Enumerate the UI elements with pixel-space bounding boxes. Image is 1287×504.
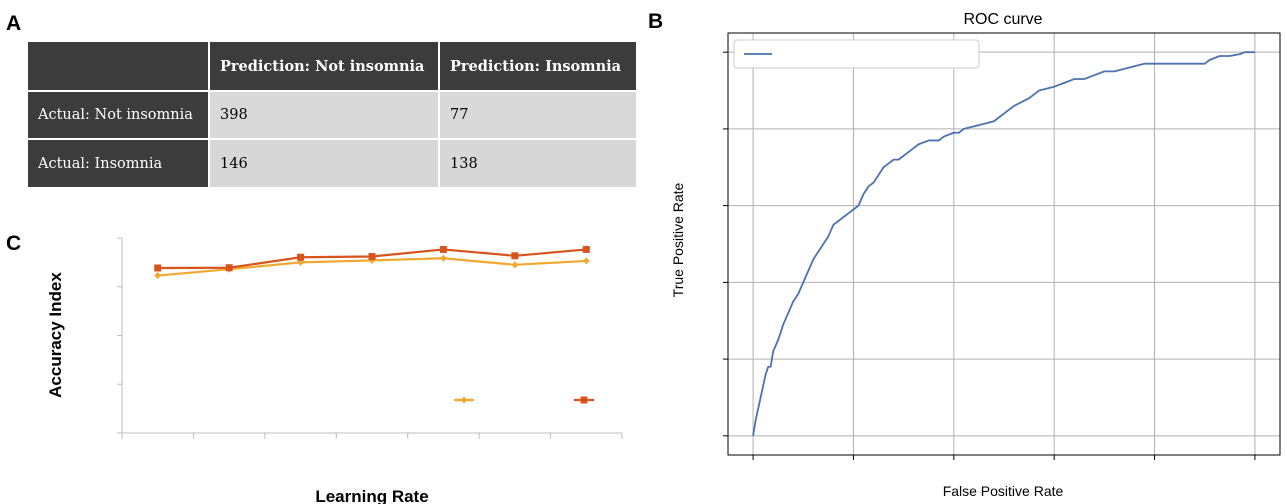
- accuracy-chart-x-axis-label: Learning Rate: [315, 487, 428, 504]
- legend-marker: [580, 396, 588, 404]
- cell-true-positive: 138: [439, 139, 636, 187]
- roc-chart-frame: [723, 32, 1281, 460]
- legend-marker: [460, 396, 468, 404]
- roc-chart-title: ROC curve: [963, 11, 1042, 28]
- cell-false-negative: 146: [209, 139, 440, 187]
- roc-chart-y-axis-label: True Positive Rate: [670, 182, 686, 297]
- panel-label-b: B: [648, 10, 664, 33]
- col-header-not-insomnia: Prediction: Not insomnia: [209, 42, 440, 92]
- accuracy-chart-series: [154, 245, 590, 280]
- roc-chart-series: [752, 51, 1255, 436]
- roc-curve-chart: ROC curve False Positive Rate True Posit…: [670, 11, 1281, 499]
- accuracy-line-chart: Learning Rate Accuracy Index: [46, 237, 623, 504]
- table-row: Actual: Insomnia 146 138: [28, 139, 636, 187]
- cell-false-positive: 77: [439, 91, 636, 140]
- accuracy-chart-y-axis-label: Accuracy Index: [46, 272, 65, 398]
- data-point-accuracy: [511, 261, 519, 269]
- panel-label-a: A: [6, 12, 22, 35]
- data-point-auc: [225, 264, 233, 272]
- row-header-not-insomnia: Actual: Not insomnia: [28, 91, 210, 140]
- plot-frame: [727, 32, 1281, 456]
- data-point-auc: [368, 253, 376, 261]
- data-point-auc: [297, 253, 305, 261]
- legend-box: [733, 39, 980, 69]
- roc-curve-line: [752, 51, 1255, 436]
- data-point-accuracy: [154, 272, 162, 280]
- confusion-matrix-table: Prediction: Not insomnia Prediction: Ins…: [28, 42, 636, 187]
- table-header-row: Prediction: Not insomnia Prediction: Ins…: [28, 42, 636, 92]
- data-point-auc: [582, 245, 590, 253]
- roc-chart-grid: [728, 33, 1280, 455]
- table-row: Actual: Not insomnia 398 77: [28, 91, 636, 140]
- data-point-auc: [511, 252, 519, 260]
- data-point-accuracy: [439, 254, 447, 262]
- roc-chart-x-axis-label: False Positive Rate: [943, 483, 1064, 499]
- table-corner-cell: [28, 42, 210, 92]
- cell-true-negative: 398: [209, 91, 440, 140]
- data-point-auc: [154, 264, 162, 272]
- data-point-auc: [439, 245, 447, 253]
- accuracy-chart-legend: [454, 396, 594, 404]
- panel-label-c: C: [6, 232, 22, 255]
- roc-chart-legend: [733, 39, 980, 69]
- accuracy-chart-axes: [117, 237, 623, 439]
- data-point-accuracy: [368, 256, 376, 264]
- data-point-accuracy: [582, 257, 590, 265]
- row-header-insomnia: Actual: Insomnia: [28, 139, 210, 187]
- col-header-insomnia: Prediction: Insomnia: [439, 42, 636, 92]
